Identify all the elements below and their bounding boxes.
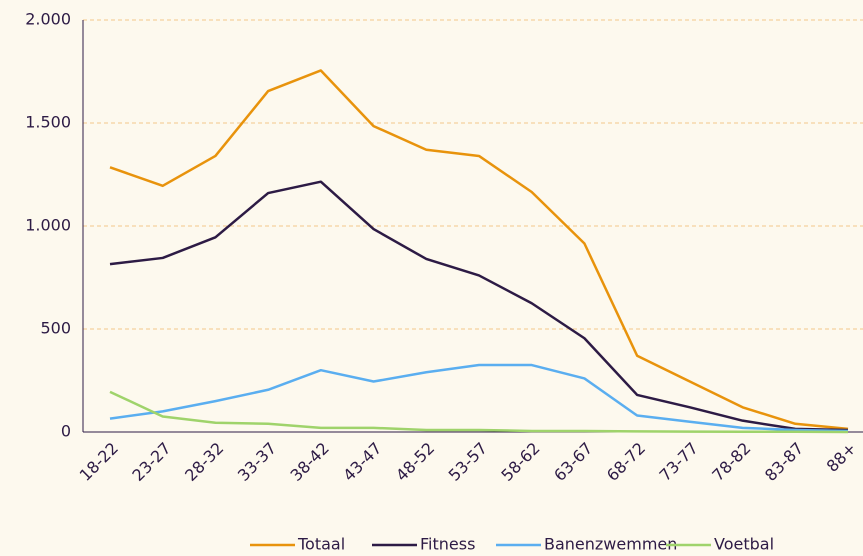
legend-label: Totaal xyxy=(297,535,345,554)
legend-label: Fitness xyxy=(420,535,475,554)
legend-label: Voetbal xyxy=(714,535,774,554)
y-tick-label: 2.000 xyxy=(25,10,71,29)
y-tick-label: 1.000 xyxy=(25,216,71,235)
y-tick-label: 1.500 xyxy=(25,113,71,132)
line-series xyxy=(109,363,849,433)
line-series xyxy=(109,390,849,434)
y-tick-label: 0 xyxy=(61,422,71,441)
legend-label: Banenzwemmen xyxy=(544,535,677,554)
line-series xyxy=(109,180,849,432)
y-tick-label: 500 xyxy=(40,319,71,338)
line-series xyxy=(109,69,849,431)
